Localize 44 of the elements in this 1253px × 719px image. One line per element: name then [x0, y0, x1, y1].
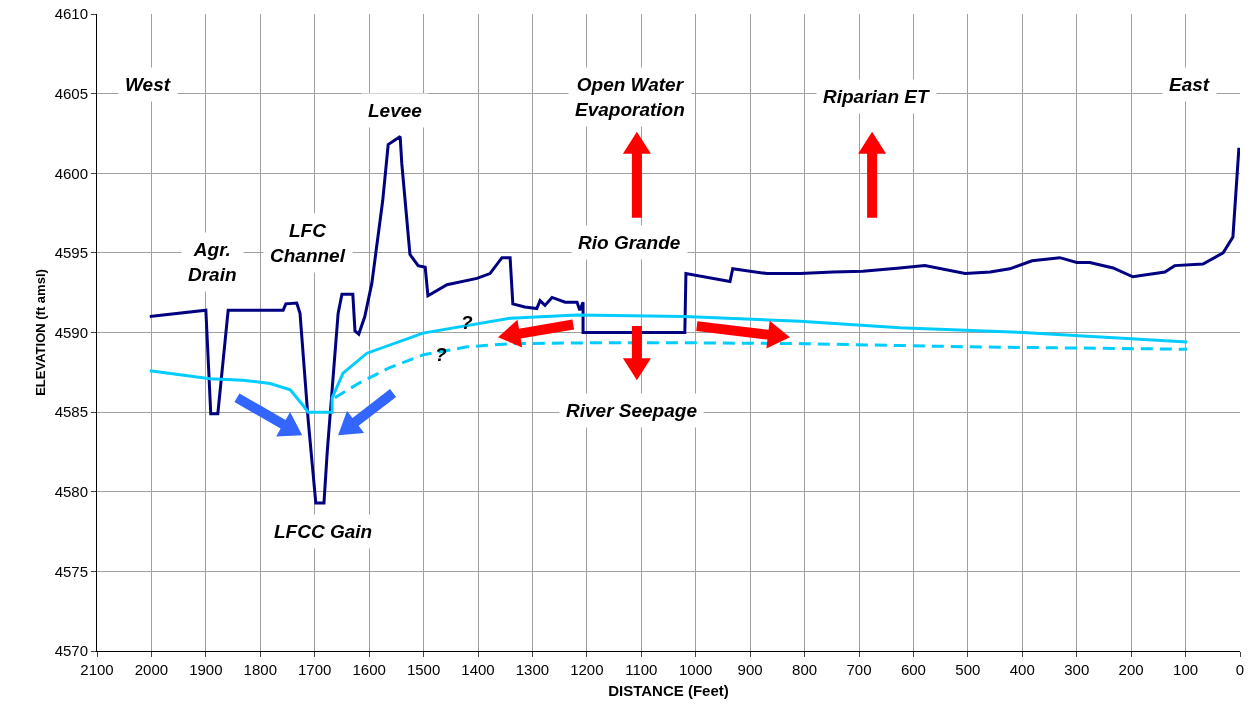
x-tick-label: 1600 — [352, 661, 386, 678]
x-tick-label: 1000 — [679, 661, 713, 678]
y-tick-label: 4570 — [54, 642, 88, 660]
x-tick-label: 1900 — [189, 661, 223, 678]
annotation: Agr. Drain — [188, 239, 237, 285]
y-tick-label: 4580 — [54, 483, 88, 500]
x-tick-label: 200 — [1118, 661, 1144, 678]
x-tick-label: 2000 — [134, 661, 169, 678]
annotation: Rio Grande — [578, 232, 681, 253]
x-tick-label: 1700 — [298, 661, 332, 678]
x-tick-label: 1500 — [406, 661, 441, 678]
x-tick-label: 900 — [737, 661, 763, 678]
y-tick-label: 4600 — [54, 164, 88, 182]
y-tick-label: 4575 — [54, 562, 88, 580]
x-tick-label: 1300 — [515, 661, 550, 678]
x-axis-title: DISTANCE (Feet) — [608, 682, 729, 699]
annotation: West — [125, 74, 171, 95]
annotation: Levee — [368, 100, 423, 121]
x-tick-label: 600 — [900, 661, 926, 678]
y-tick-label: 4585 — [54, 403, 88, 421]
x-tick-label: 500 — [955, 661, 981, 678]
y-tick-label: 4605 — [54, 84, 88, 102]
annotation: LFC Channel — [270, 220, 346, 266]
x-tick-label: 2100 — [80, 661, 114, 678]
y-tick-label: 4610 — [54, 5, 88, 23]
line-series — [148, 135, 1240, 505]
x-tick-label: 1800 — [243, 661, 277, 678]
y-tick-label: 4595 — [54, 244, 88, 262]
x-tick-label: 0 — [1235, 661, 1245, 678]
x-tick-label: 300 — [1064, 661, 1090, 678]
x-tick-label: 1100 — [625, 661, 658, 678]
x-tick-label: 1200 — [570, 661, 604, 678]
annotation: Open Water Evaporation — [575, 74, 685, 120]
x-tick-label: 400 — [1009, 661, 1035, 678]
annotation: East — [1169, 74, 1210, 95]
annotation: River Seepage — [566, 400, 698, 421]
x-tick-label: 1400 — [461, 661, 495, 678]
x-tick-label: 800 — [792, 661, 818, 678]
annotation: Riparian ET — [823, 86, 930, 107]
y-tick-label: 4590 — [54, 323, 88, 341]
annotation: LFCC Gain — [274, 521, 373, 542]
x-tick-label: 700 — [846, 661, 872, 678]
x-tick-label: 100 — [1173, 661, 1199, 678]
y-axis-title: ELEVATION (ft amsl) — [32, 269, 48, 396]
